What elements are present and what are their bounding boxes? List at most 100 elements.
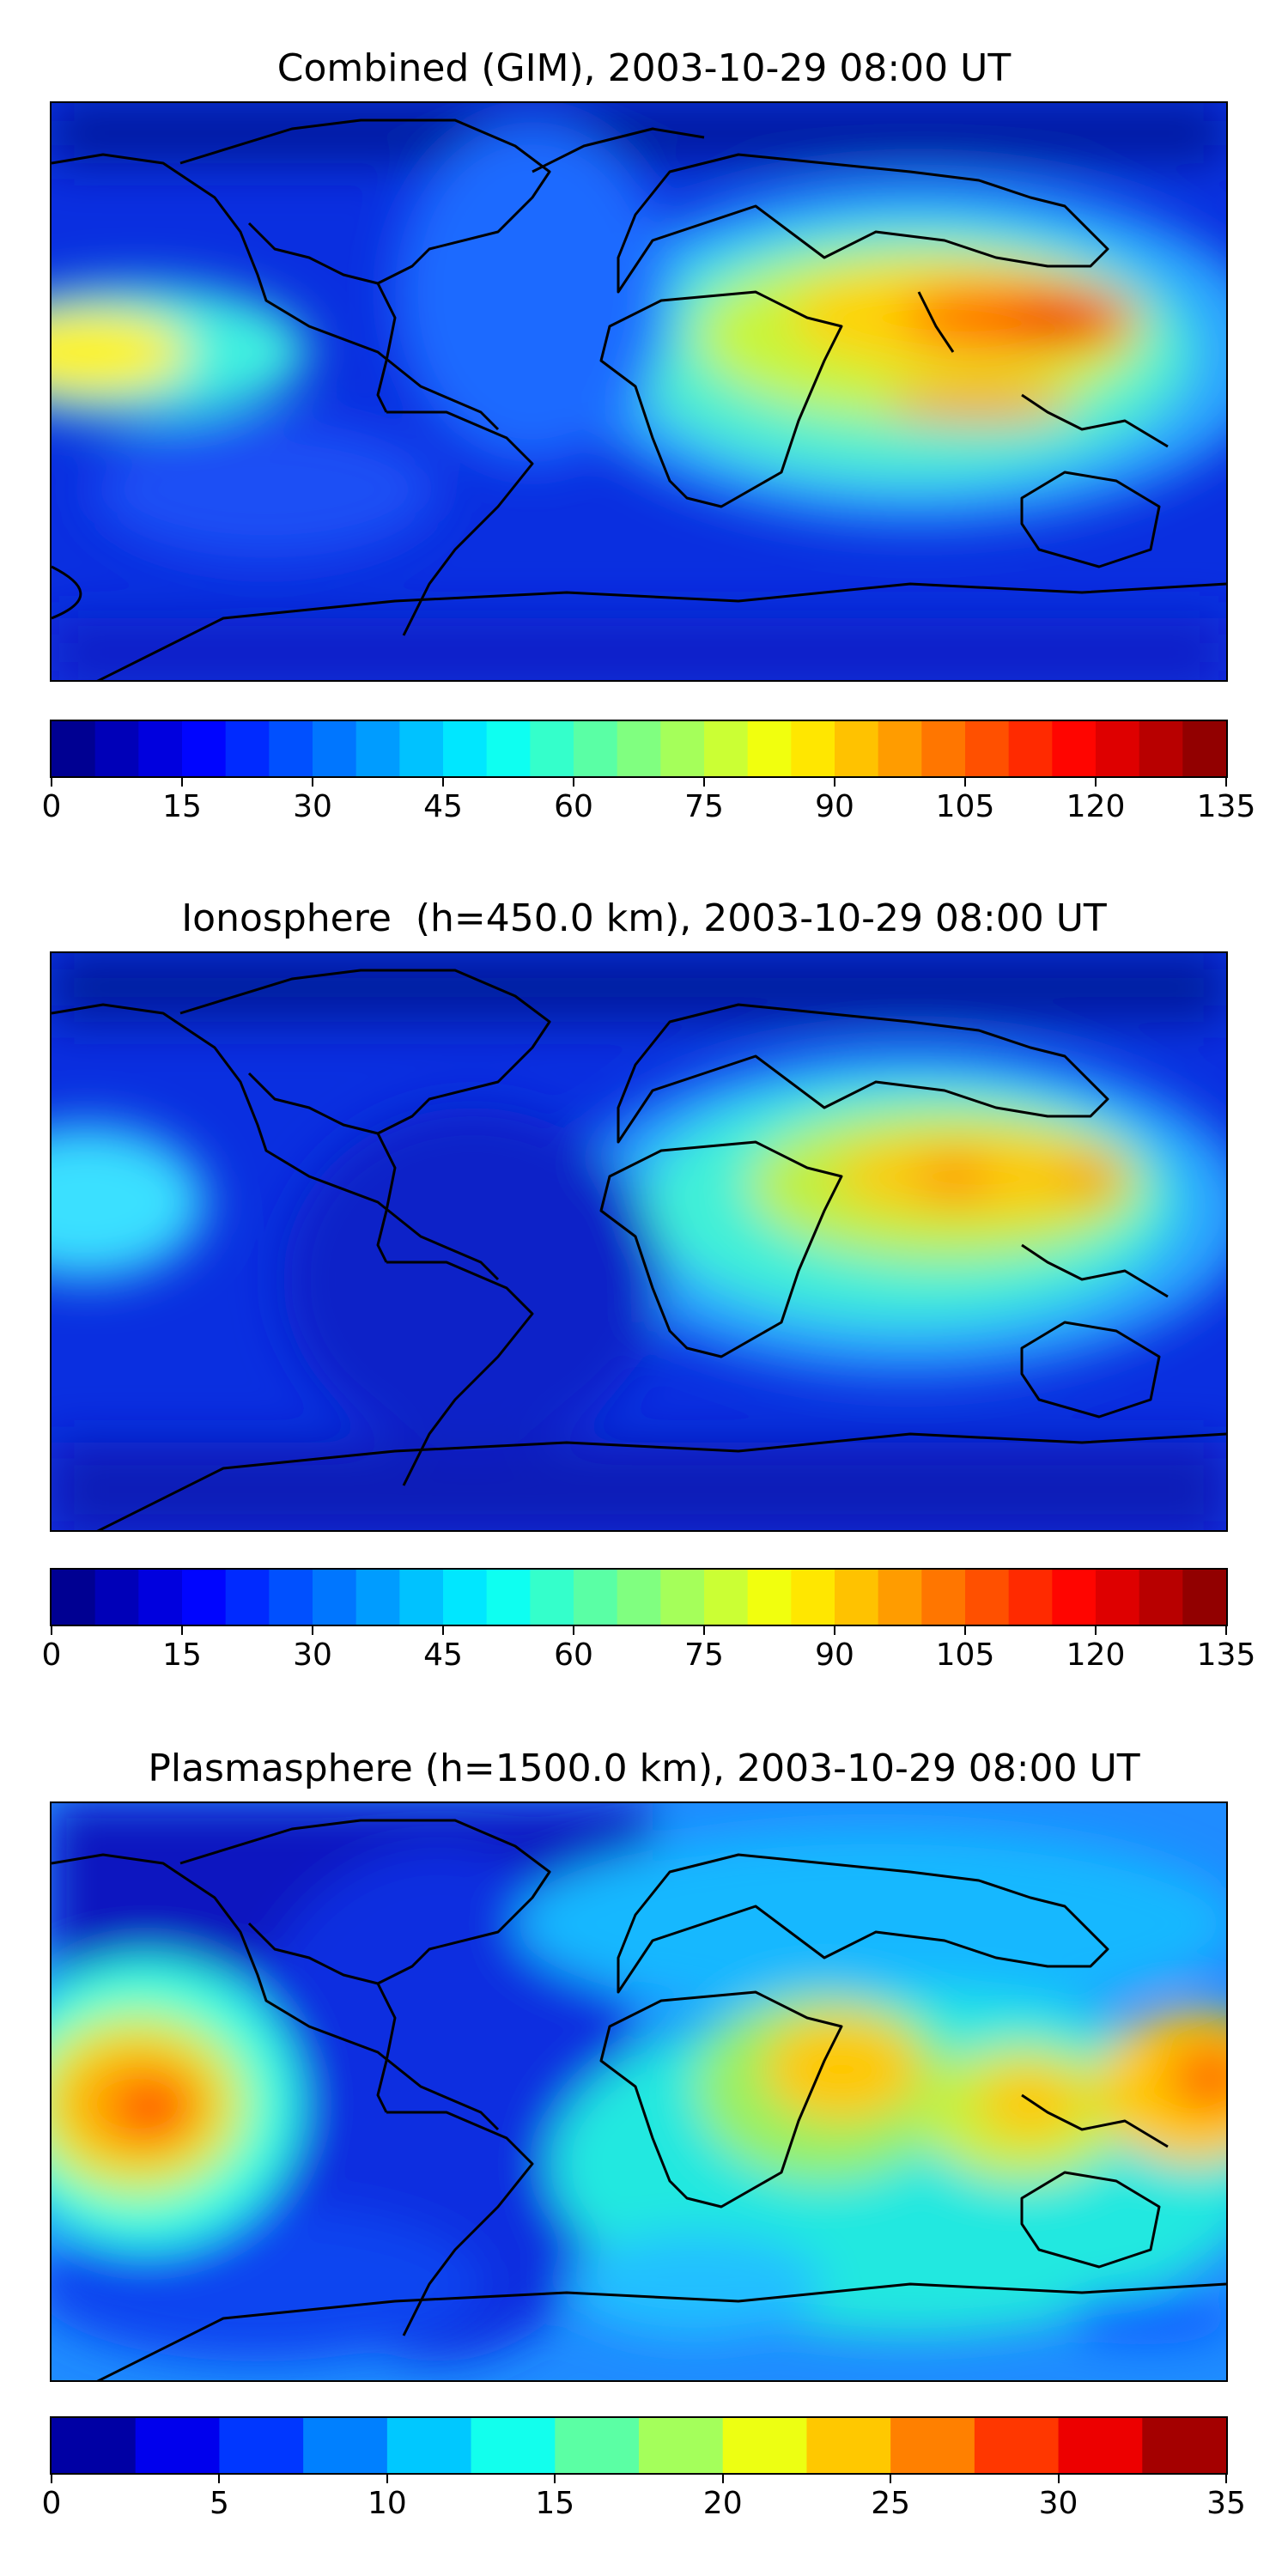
colorbar-tick-label: 10 [367, 2486, 407, 2521]
colorbar-level-plasmasphere-7 [639, 2418, 724, 2473]
colorbar-tick-label: 60 [554, 1637, 593, 1673]
colorbar-tick [964, 778, 966, 787]
map-ionosphere [50, 951, 1228, 1532]
colorbar-level-combined-14 [660, 721, 705, 776]
colorbar-level-ionosphere-1 [94, 1570, 139, 1625]
colorbar-tick [573, 1626, 574, 1635]
colorbar-tick [703, 778, 705, 787]
colorbar-plasmasphere [50, 2416, 1228, 2475]
colorbar-level-ionosphere-0 [52, 1570, 96, 1625]
panel-title-plasmasphere: Plasmasphere (h=1500.0 km), 2003-10-29 0… [148, 1747, 1140, 1790]
colorbar-level-combined-20 [921, 721, 966, 776]
colorbar-level-combined-6 [313, 721, 357, 776]
colorbar-tick [1057, 2475, 1060, 2483]
colorbar-level-combined-24 [1096, 721, 1140, 776]
colorbar-tick [386, 2475, 388, 2483]
colorbar-level-combined-3 [182, 721, 227, 776]
colorbar-tick-label: 120 [1066, 789, 1126, 824]
colorbar-tick-label: 135 [1196, 1637, 1256, 1673]
colorbar-level-ionosphere-9 [443, 1570, 488, 1625]
colorbar-level-ionosphere-25 [1139, 1570, 1183, 1625]
colorbar-tick [834, 778, 835, 787]
colorbar-level-ionosphere-20 [921, 1570, 966, 1625]
colorbar-level-combined-7 [355, 721, 400, 776]
colorbar-level-ionosphere-3 [182, 1570, 227, 1625]
colorbar-level-combined-0 [52, 721, 96, 776]
colorbar-tick-label: 15 [535, 2486, 575, 2521]
colorbar-level-plasmasphere-4 [386, 2418, 472, 2473]
colorbar-level-combined-8 [399, 721, 444, 776]
colorbar-tick [312, 1626, 313, 1635]
colorbar-level-ionosphere-6 [313, 1570, 357, 1625]
colorbar-level-plasmasphere-9 [806, 2418, 891, 2473]
colorbar-level-combined-17 [791, 721, 835, 776]
colorbar-level-ionosphere-5 [269, 1570, 313, 1625]
colorbar-tick-label: 30 [293, 789, 332, 824]
colorbar-level-combined-1 [94, 721, 139, 776]
colorbar-level-ionosphere-12 [574, 1570, 618, 1625]
colorbar-level-ionosphere-22 [1008, 1570, 1053, 1625]
colorbar-tick [1095, 1626, 1097, 1635]
colorbar-tick-label: 0 [41, 2486, 62, 2521]
colorbar-level-ionosphere-23 [1052, 1570, 1097, 1625]
colorbar-level-combined-13 [617, 721, 661, 776]
colorbar-level-combined-15 [704, 721, 749, 776]
colorbar-level-combined-21 [965, 721, 1010, 776]
colorbar-tick [51, 1626, 52, 1635]
colorbar-level-ionosphere-10 [486, 1570, 531, 1625]
colorbar-tick-label: 135 [1196, 789, 1256, 824]
colorbar-tick-label: 0 [41, 1637, 62, 1673]
colorbar-level-ionosphere-17 [791, 1570, 835, 1625]
colorbar-tick-label: 120 [1066, 1637, 1126, 1673]
colorbar-level-combined-25 [1139, 721, 1183, 776]
colorbar-tick [51, 778, 52, 787]
colorbar-tick-label: 90 [815, 1637, 854, 1673]
colorbar-level-ionosphere-24 [1096, 1570, 1140, 1625]
colorbar-tick [1225, 2475, 1227, 2483]
colorbar-level-plasmasphere-5 [471, 2418, 556, 2473]
colorbar-level-plasmasphere-10 [890, 2418, 975, 2473]
map-plasmasphere [50, 1801, 1228, 2382]
colorbar-level-ionosphere-4 [225, 1570, 270, 1625]
colorbar-tick [181, 1626, 183, 1635]
colorbar-tick [573, 778, 574, 787]
colorbar-level-combined-5 [269, 721, 313, 776]
colorbar-tick-label: 15 [162, 1637, 202, 1673]
colorbar-level-ionosphere-19 [878, 1570, 922, 1625]
colorbar-level-plasmasphere-3 [303, 2418, 388, 2473]
colorbar-tick [51, 2475, 52, 2483]
colorbar-tick-label: 105 [935, 1637, 995, 1673]
colorbar-tick-label: 35 [1206, 2486, 1246, 2521]
colorbar-level-combined-16 [747, 721, 792, 776]
colorbar-level-combined-19 [878, 721, 922, 776]
colorbar-level-ionosphere-7 [355, 1570, 400, 1625]
colorbar-level-combined-9 [443, 721, 488, 776]
colorbar-level-plasmasphere-1 [135, 2418, 221, 2473]
colorbar-level-ionosphere-26 [1182, 1570, 1226, 1625]
colorbar-level-ionosphere-21 [965, 1570, 1010, 1625]
colorbar-tick-label: 0 [41, 789, 62, 824]
colorbar-level-plasmasphere-6 [555, 2418, 640, 2473]
colorbar-level-ionosphere-13 [617, 1570, 661, 1625]
colorbar-level-combined-11 [530, 721, 574, 776]
colorbar-tick [964, 1626, 966, 1635]
colorbar-tick-label: 45 [423, 789, 463, 824]
colorbar-tick-label: 30 [1038, 2486, 1078, 2521]
colorbar-tick [312, 778, 313, 787]
colorbar-level-plasmasphere-12 [1058, 2418, 1143, 2473]
colorbar-level-plasmasphere-0 [52, 2418, 137, 2473]
colorbar-tick [721, 2475, 724, 2483]
colorbar-tick [181, 778, 183, 787]
colorbar-level-ionosphere-18 [835, 1570, 879, 1625]
colorbar-level-combined-10 [486, 721, 531, 776]
colorbar-tick-label: 20 [702, 2486, 743, 2521]
colorbar-level-ionosphere-15 [704, 1570, 749, 1625]
colorbar-level-plasmasphere-2 [219, 2418, 304, 2473]
colorbar-tick [1225, 778, 1227, 787]
colorbar-level-plasmasphere-8 [722, 2418, 808, 2473]
colorbar-combined [50, 720, 1228, 778]
colorbar-tick [442, 778, 444, 787]
panel-title-ionosphere: Ionosphere (h=450.0 km), 2003-10-29 08:0… [181, 896, 1107, 940]
colorbar-tick [890, 2475, 892, 2483]
colorbar-tick-label: 60 [554, 789, 593, 824]
